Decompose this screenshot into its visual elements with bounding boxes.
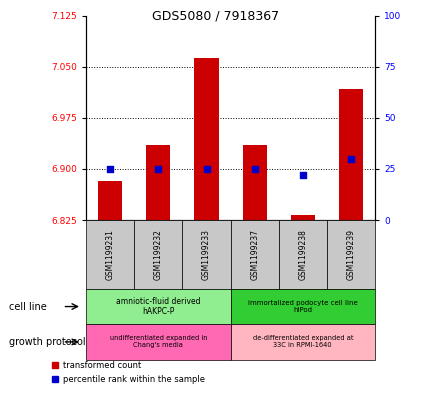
Legend: transformed count, percentile rank within the sample: transformed count, percentile rank withi… <box>47 358 208 387</box>
Point <box>155 166 162 172</box>
Bar <box>134 220 182 289</box>
Bar <box>290 215 314 220</box>
Bar <box>182 220 230 289</box>
Bar <box>194 58 218 220</box>
Point <box>298 172 305 178</box>
Point <box>251 166 258 172</box>
Bar <box>86 220 134 289</box>
Text: GSM1199237: GSM1199237 <box>249 229 258 280</box>
Bar <box>338 89 362 220</box>
Bar <box>98 180 122 220</box>
Text: GSM1199231: GSM1199231 <box>105 229 114 280</box>
Point <box>203 166 209 172</box>
Text: immortalized podocyte cell line
hIPod: immortalized podocyte cell line hIPod <box>247 300 357 313</box>
Text: cell line: cell line <box>9 301 46 312</box>
Text: undifferentiated expanded in
Chang's media: undifferentiated expanded in Chang's med… <box>109 335 207 349</box>
Bar <box>230 324 374 360</box>
Text: de-differentiated expanded at
33C in RPMI-1640: de-differentiated expanded at 33C in RPM… <box>252 335 352 349</box>
Point <box>347 156 353 162</box>
Bar <box>326 220 374 289</box>
Text: growth protocol: growth protocol <box>9 337 85 347</box>
Bar <box>230 220 278 289</box>
Point <box>107 166 114 172</box>
Bar <box>278 220 326 289</box>
Bar <box>242 145 266 220</box>
Text: GSM1199233: GSM1199233 <box>202 229 211 280</box>
Text: GSM1199238: GSM1199238 <box>298 229 307 280</box>
Bar <box>146 145 170 220</box>
Text: GSM1199232: GSM1199232 <box>154 229 163 280</box>
Text: GSM1199239: GSM1199239 <box>346 229 355 280</box>
Bar <box>86 289 230 324</box>
Bar <box>230 289 374 324</box>
Text: amniotic-fluid derived
hAKPC-P: amniotic-fluid derived hAKPC-P <box>116 297 200 316</box>
Bar <box>86 324 230 360</box>
Text: GDS5080 / 7918367: GDS5080 / 7918367 <box>152 10 278 23</box>
